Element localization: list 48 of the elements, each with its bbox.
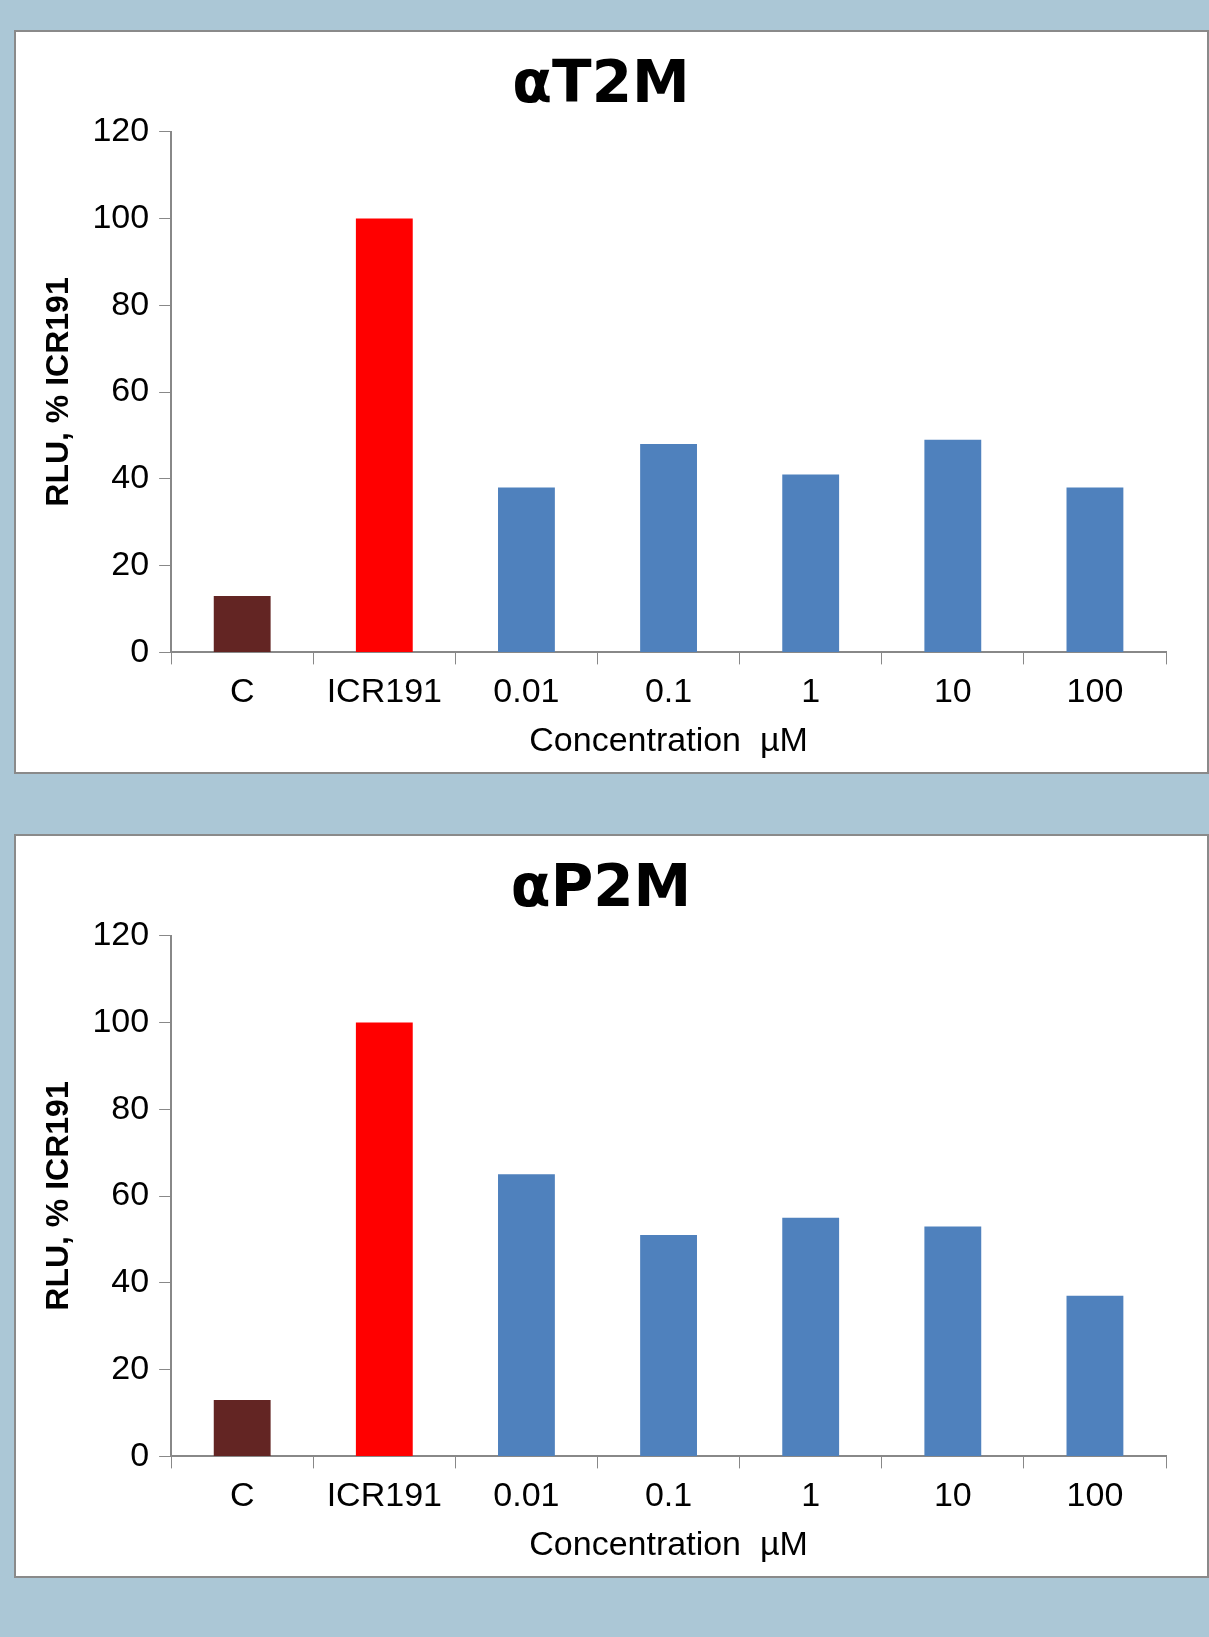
bar: [924, 1226, 982, 1456]
y-axis-title: RLU, % ICR191: [39, 277, 76, 507]
bar: [640, 1235, 697, 1456]
x-tick-label: 0.01: [493, 671, 560, 710]
y-tick-label: 60: [111, 370, 150, 409]
x-tick-label: 1: [801, 1475, 821, 1514]
y-tick-label: 120: [92, 109, 150, 148]
y-tick-label: 40: [111, 1261, 150, 1300]
chart-title: αT2M: [512, 47, 690, 116]
bar: [355, 218, 413, 652]
bar: [924, 439, 982, 652]
x-tick-label: 1: [801, 671, 821, 710]
bar: [782, 474, 840, 652]
x-tick-label: 0.1: [644, 1475, 693, 1514]
bar: [213, 1399, 271, 1456]
bar: [355, 1022, 413, 1456]
y-tick-label: 0: [130, 1434, 150, 1473]
x-tick-label: 100: [1066, 671, 1124, 710]
x-tick-label: ICR191: [326, 1475, 442, 1514]
x-tick-label: 10: [933, 1475, 972, 1514]
bar: [1066, 1295, 1124, 1456]
y-tick-label: 100: [92, 196, 150, 235]
bar: [782, 1217, 840, 1456]
bar: [213, 595, 271, 652]
x-tick-label: ICR191: [326, 671, 442, 710]
x-axis-title: Concentration µM: [529, 1523, 808, 1562]
x-tick-label: 0.1: [644, 671, 693, 710]
x-axis-title: Concentration µM: [529, 719, 808, 758]
bar: [498, 1174, 555, 1456]
bar: [1066, 487, 1124, 652]
y-tick-label: 60: [111, 1174, 150, 1213]
chart-title: αP2M: [510, 851, 692, 920]
y-tick-label: 120: [92, 913, 150, 952]
y-tick-label: 80: [111, 1087, 150, 1126]
x-tick-label: C: [229, 671, 255, 710]
y-tick-label: 20: [111, 543, 150, 582]
x-tick-label: 10: [933, 671, 972, 710]
x-tick-label: 0.01: [493, 1475, 560, 1514]
bar: [498, 487, 555, 652]
y-axis-title: RLU, % ICR191: [39, 1081, 76, 1311]
y-tick-label: 0: [130, 630, 150, 669]
y-tick-label: 100: [92, 1000, 150, 1039]
bar: [640, 444, 697, 652]
y-tick-label: 40: [111, 457, 150, 496]
y-tick-label: 80: [111, 283, 150, 322]
x-tick-label: 100: [1066, 1475, 1124, 1514]
y-tick-label: 20: [111, 1347, 150, 1386]
x-tick-label: C: [229, 1475, 255, 1514]
